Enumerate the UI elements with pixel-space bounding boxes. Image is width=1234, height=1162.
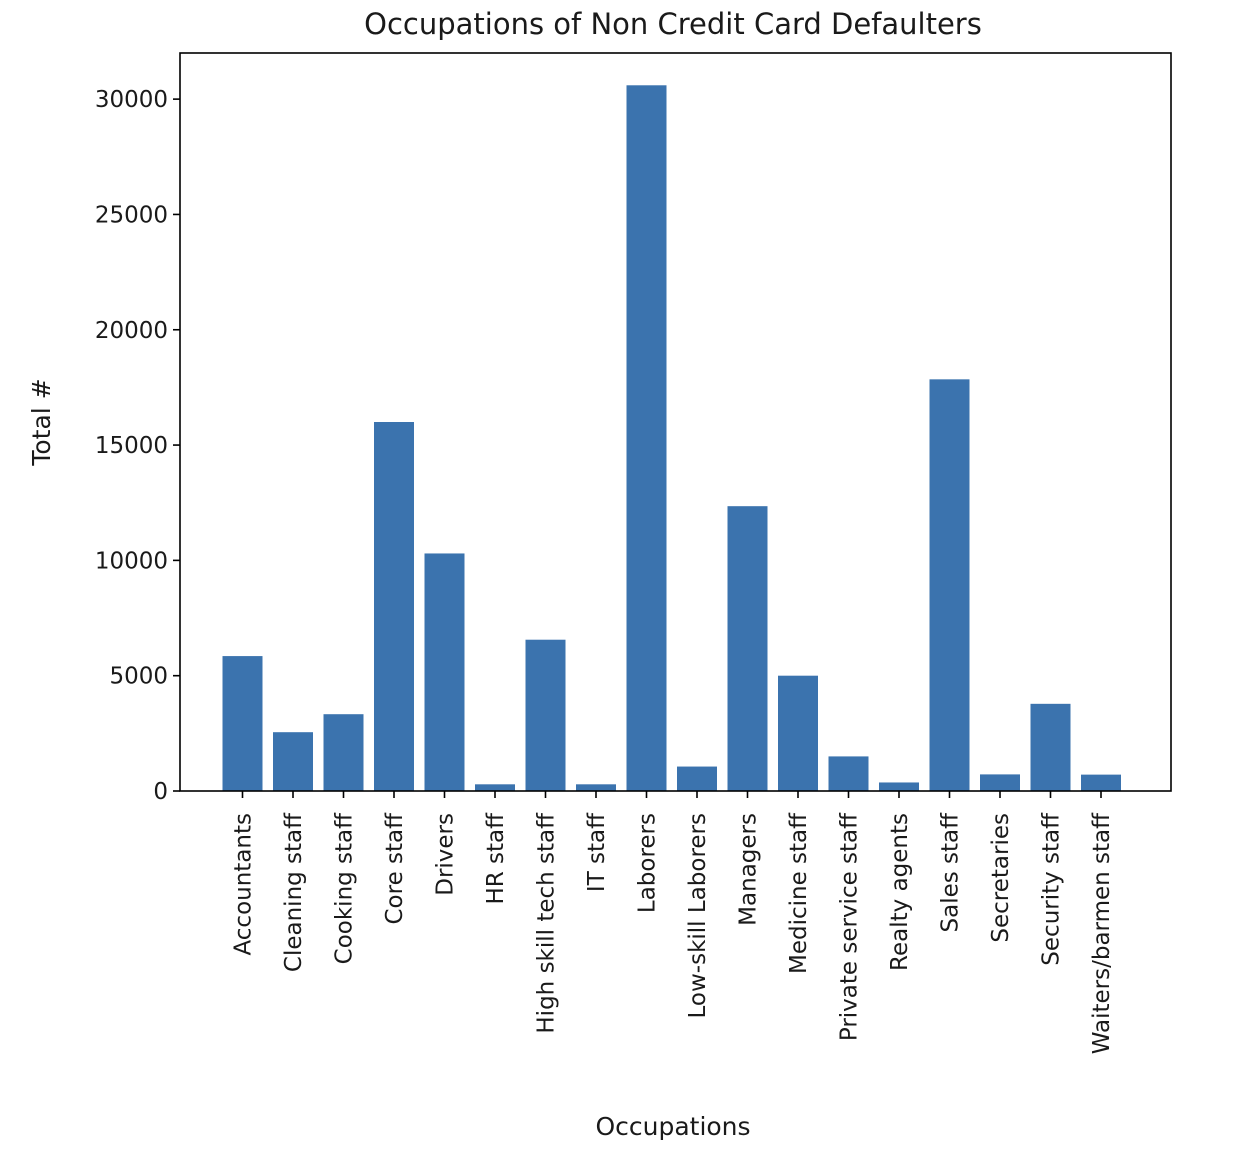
bar-secretaries [980,774,1020,791]
bar-accountants [222,656,263,791]
bar-sales-staff [929,379,970,791]
bar-cleaning-staff [273,732,313,791]
x-axis-ticks: Accountants Cleaning staff Cooking staff Co… [231,791,1115,1054]
x-tick-label: Drivers [433,813,459,896]
x-tick-label: Medicine staff [786,812,812,974]
x-tick-label: Realty agents [887,813,913,971]
y-tick-label: 0 [153,779,168,805]
bar-hr-staff [475,784,515,791]
x-tick-label: Accountants [231,813,257,956]
x-tick-label: Waiters/barmen staff [1089,812,1115,1054]
bar-core-staff [374,422,414,791]
bar-it-staff [576,784,616,791]
x-tick-label: Core staff [382,812,408,925]
bar-security-staff [1030,703,1071,791]
x-tick-label: Laborers [635,813,661,913]
y-tick-label: 5000 [109,664,168,690]
y-axis-label: Total # [27,378,56,466]
y-tick-label: 25000 [95,202,168,228]
plot-frame [179,52,1172,792]
x-tick-label: HR staff [483,812,509,905]
bar-low-skill-laborers [677,766,717,791]
bar-drivers [424,553,465,791]
bar-cooking-staff [323,714,364,791]
x-tick-label: High skill tech staff [534,812,560,1034]
bar-waiters-barmen-staff [1081,774,1121,791]
y-tick-label: 30000 [95,87,168,113]
x-tick-label: Secretaries [988,813,1014,943]
x-tick-label: IT staff [584,812,610,892]
x-tick-label: Managers [736,813,762,926]
y-axis-ticks: 0 5000 10000 15000 20000 25000 30000 [95,87,180,805]
x-tick-label: Private service staff [837,812,863,1041]
bar-realty-agents [879,782,919,791]
x-tick-label: Cleaning staff [281,812,307,972]
bar-managers [727,506,768,791]
x-tick-label: Cooking staff [332,812,358,964]
x-tick-label: Low-skill Laborers [685,813,711,1019]
y-tick-label: 10000 [95,548,168,574]
bar-medicine-staff [778,675,818,791]
x-tick-label: Sales staff [938,812,964,933]
y-tick-label: 15000 [95,433,168,459]
bar-private-service-staff [828,756,869,791]
chart-title: Occupations of Non Credit Card Defaulter… [364,7,982,41]
bar-laborers [626,85,667,792]
bar-high-skill-tech-staff [525,639,566,791]
x-axis-label: Occupations [595,1112,750,1141]
y-tick-label: 20000 [95,318,168,344]
x-tick-label: Security staff [1039,812,1065,966]
bars-group [222,85,1121,792]
